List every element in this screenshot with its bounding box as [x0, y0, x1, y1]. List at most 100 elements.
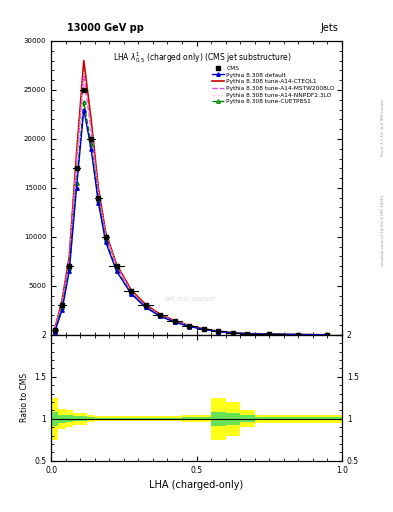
Pythia 8.308 tune-A14-MSTW2008LO [216, 328, 221, 334]
Pythia 8.308 tune-A14-MSTW2008LO [81, 72, 86, 78]
Pythia 8.308 tune-CUETP8S1 [103, 237, 108, 243]
Pythia 8.308 tune-A14-MSTW2008LO [129, 289, 134, 295]
Pythia 8.308 tune-A14-CTEQL1 [143, 302, 148, 308]
Pythia 8.308 tune-A14-CTEQL1 [202, 326, 206, 332]
Line: Pythia 8.308 tune-A14-NNPDF2.3LO: Pythia 8.308 tune-A14-NNPDF2.3LO [55, 72, 327, 335]
Text: LHA $\lambda^{1}_{0.5}$ (charged only) (CMS jet substructure): LHA $\lambda^{1}_{0.5}$ (charged only) (… [113, 50, 292, 65]
Line: Pythia 8.308 tune-A14-CTEQL1: Pythia 8.308 tune-A14-CTEQL1 [55, 60, 327, 335]
CMS [215, 327, 222, 335]
Pythia 8.308 default [231, 330, 235, 336]
Pythia 8.308 tune-A14-CTEQL1 [296, 331, 301, 337]
Pythia 8.308 tune-CUETP8S1 [202, 326, 206, 332]
Pythia 8.308 tune-A14-CTEQL1 [216, 328, 221, 334]
Pythia 8.308 tune-CUETP8S1 [325, 332, 330, 338]
Pythia 8.308 tune-A14-CTEQL1 [158, 311, 163, 317]
Pythia 8.308 tune-A14-CTEQL1 [187, 323, 192, 329]
Pythia 8.308 tune-CUETP8S1 [67, 265, 72, 271]
CMS [81, 86, 87, 94]
Pythia 8.308 tune-A14-NNPDF2.3LO [60, 300, 64, 306]
Pythia 8.308 tune-A14-MSTW2008LO [114, 263, 119, 269]
CMS [73, 164, 80, 173]
Pythia 8.308 tune-A14-CTEQL1 [81, 57, 86, 63]
CMS [88, 135, 94, 143]
Pythia 8.308 default [52, 329, 57, 335]
CMS [244, 330, 251, 338]
Pythia 8.308 tune-A14-NNPDF2.3LO [89, 124, 94, 130]
Pythia 8.308 tune-A14-CTEQL1 [129, 287, 134, 293]
Pythia 8.308 tune-CUETP8S1 [143, 304, 148, 310]
Pythia 8.308 default [114, 268, 119, 274]
Pythia 8.308 tune-A14-MSTW2008LO [245, 331, 250, 337]
Pythia 8.308 default [173, 319, 177, 325]
Pythia 8.308 tune-CUETP8S1 [296, 331, 301, 337]
Pythia 8.308 tune-A14-MSTW2008LO [60, 301, 64, 307]
Pythia 8.308 tune-CUETP8S1 [74, 180, 79, 186]
Pythia 8.308 tune-A14-NNPDF2.3LO [245, 331, 250, 337]
Pythia 8.308 tune-CUETP8S1 [187, 323, 192, 329]
Pythia 8.308 tune-A14-NNPDF2.3LO [187, 323, 192, 329]
Pythia 8.308 default [143, 304, 148, 310]
Pythia 8.308 default [74, 185, 79, 191]
Pythia 8.308 tune-A14-NNPDF2.3LO [325, 332, 330, 338]
CMS [230, 329, 236, 337]
Pythia 8.308 tune-A14-MSTW2008LO [267, 331, 272, 337]
Pythia 8.308 tune-A14-CTEQL1 [245, 331, 250, 337]
Pythia 8.308 tune-CUETP8S1 [89, 141, 94, 147]
CMS [143, 302, 149, 310]
Pythia 8.308 tune-A14-CTEQL1 [74, 151, 79, 157]
Pythia 8.308 tune-A14-NNPDF2.3LO [129, 288, 134, 294]
Pythia 8.308 tune-A14-CTEQL1 [89, 116, 94, 122]
Line: Pythia 8.308 tune-A14-MSTW2008LO: Pythia 8.308 tune-A14-MSTW2008LO [55, 75, 327, 335]
Pythia 8.308 tune-A14-CTEQL1 [114, 261, 119, 267]
Line: Pythia 8.308 default: Pythia 8.308 default [53, 108, 329, 336]
Pythia 8.308 default [187, 324, 192, 330]
Pythia 8.308 tune-A14-MSTW2008LO [187, 323, 192, 329]
Pythia 8.308 tune-A14-CTEQL1 [60, 297, 64, 304]
Text: mcplots.cern.ch [arXiv:1306.3436]: mcplots.cern.ch [arXiv:1306.3436] [381, 195, 385, 266]
CMS [51, 326, 58, 334]
Text: Rivet 3.1.10, ≥ 2.9M events: Rivet 3.1.10, ≥ 2.9M events [381, 99, 385, 157]
Pythia 8.308 default [60, 307, 64, 313]
Pythia 8.308 tune-A14-MSTW2008LO [74, 160, 79, 166]
Pythia 8.308 default [67, 268, 72, 274]
CMS [266, 330, 272, 338]
Pythia 8.308 tune-A14-NNPDF2.3LO [52, 326, 57, 332]
CMS [157, 311, 163, 319]
Pythia 8.308 tune-A14-NNPDF2.3LO [81, 69, 86, 75]
Pythia 8.308 tune-A14-CTEQL1 [231, 330, 235, 336]
CMS [103, 233, 109, 241]
Pythia 8.308 tune-A14-MSTW2008LO [143, 303, 148, 309]
Pythia 8.308 default [245, 331, 250, 337]
Pythia 8.308 tune-A14-CTEQL1 [103, 229, 108, 235]
Pythia 8.308 tune-A14-MSTW2008LO [52, 327, 57, 333]
Pythia 8.308 default [89, 145, 94, 152]
Pythia 8.308 tune-CUETP8S1 [114, 267, 119, 273]
Pythia 8.308 tune-CUETP8S1 [158, 313, 163, 319]
Pythia 8.308 tune-CUETP8S1 [96, 197, 101, 203]
Pythia 8.308 tune-A14-MSTW2008LO [231, 330, 235, 336]
Pythia 8.308 tune-A14-CTEQL1 [267, 331, 272, 337]
Text: 13000 GeV pp: 13000 GeV pp [67, 23, 144, 33]
Pythia 8.308 tune-A14-MSTW2008LO [67, 258, 72, 264]
Pythia 8.308 tune-CUETP8S1 [245, 331, 250, 337]
Pythia 8.308 tune-CUETP8S1 [129, 290, 134, 296]
Pythia 8.308 tune-A14-NNPDF2.3LO [143, 303, 148, 309]
CMS [128, 287, 134, 295]
Pythia 8.308 tune-A14-MSTW2008LO [103, 232, 108, 238]
Pythia 8.308 default [96, 200, 101, 206]
Pythia 8.308 tune-A14-MSTW2008LO [158, 312, 163, 318]
CMS [295, 330, 301, 338]
Pythia 8.308 default [216, 329, 221, 335]
Pythia 8.308 default [129, 291, 134, 297]
Pythia 8.308 tune-A14-NNPDF2.3LO [96, 189, 101, 195]
CMS [186, 322, 193, 330]
Pythia 8.308 tune-A14-CTEQL1 [96, 185, 101, 191]
Pythia 8.308 tune-CUETP8S1 [60, 304, 64, 310]
Pythia 8.308 tune-CUETP8S1 [267, 331, 272, 337]
Pythia 8.308 tune-CUETP8S1 [173, 319, 177, 325]
X-axis label: LHA (charged-only): LHA (charged-only) [149, 480, 244, 490]
CMS [201, 325, 207, 333]
CMS [172, 317, 178, 325]
Pythia 8.308 default [325, 332, 330, 338]
CMS [66, 262, 72, 270]
